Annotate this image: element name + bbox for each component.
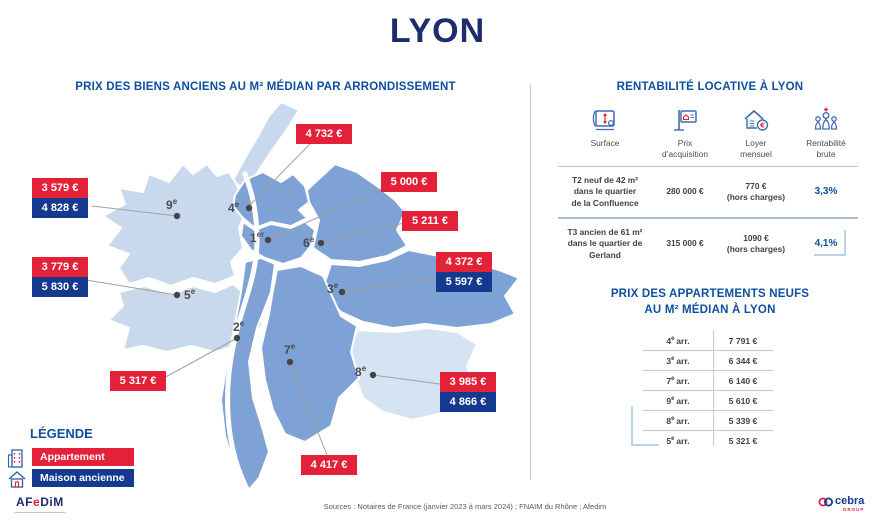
price-tag-apartment-2: 5 317 € — [110, 371, 166, 391]
afedim-logo-underline — [14, 512, 66, 513]
table-row: 7e arr. 6 140 € — [643, 371, 773, 391]
leader-lines — [85, 143, 441, 456]
vertical-divider — [530, 84, 531, 480]
district-1-shape — [240, 221, 316, 265]
saone-river-gap — [225, 171, 260, 496]
rental-table-header: Surface Prix d’acquisition — [558, 102, 858, 167]
arrondissement-label-6: 6e — [303, 235, 315, 250]
gross-yield: 3,3% — [814, 186, 838, 198]
table-vertical-divider — [713, 330, 714, 446]
arrondissement-label-5: 5e — [184, 287, 196, 302]
column-label-rent: Loyer mensuel — [740, 138, 772, 159]
price-cell: 5 339 € — [728, 415, 758, 426]
acquisition-price: 280 000 € — [666, 186, 704, 197]
rental-table-row: T2 neuf de 42 m² dans le quartier de la … — [558, 167, 858, 217]
price-tag-house-5: 5 830 € — [32, 277, 88, 297]
house-icon — [8, 471, 26, 488]
table-row: 9e arr. 5 610 € — [643, 391, 773, 411]
arrondissement-label-1: 1er — [250, 230, 265, 245]
arrondissement-cell: 4e arr. — [666, 335, 690, 346]
district-9-shape — [102, 163, 248, 287]
district-7-shape — [260, 265, 360, 443]
arrondissement-label-7: 7e — [284, 342, 296, 357]
arrondissement-cell: 9e arr. — [666, 395, 690, 406]
property-description: T2 neuf de 42 m² dans le quartier de la … — [571, 174, 639, 208]
district-4-shape — [232, 171, 310, 229]
arrondissement-cell: 3e arr. — [666, 355, 690, 366]
property-description: T3 ancien de 61 m² dans le quartier de G… — [567, 226, 643, 260]
rental-section-heading: RENTABILITÉ LOCATIVE À LYON — [616, 81, 804, 93]
left-section-heading: PRIX DES BIENS ANCIENS AU M² MÉDIAN PAR … — [75, 81, 456, 93]
price-tag-apartment-1: 5 000 € — [381, 172, 437, 192]
lyon-arrondissements-map — [85, 102, 519, 496]
price-cell: 5 321 € — [728, 435, 758, 446]
table-row: 8e arr. 5 339 € — [643, 411, 773, 431]
monthly-rent: 770 € (hors charges) — [726, 180, 786, 202]
price-tag-house-9: 4 828 € — [32, 198, 88, 218]
arrondissement-label-3: 3e — [327, 281, 339, 296]
svg-text:€: € — [759, 122, 765, 130]
arrondissement-label-8: 8e — [355, 364, 367, 379]
price-cell: 7 791 € — [728, 335, 758, 346]
arrondissement-label-9: 9e — [166, 197, 178, 212]
district-2-shape — [220, 257, 276, 493]
page-title: LYON — [389, 12, 486, 50]
price-tag-house-3: 5 597 € — [436, 272, 492, 292]
column-label-surface: Surface — [590, 138, 620, 148]
gross-yield: 4,1% — [814, 238, 838, 250]
acquisition-price: 315 000 € — [666, 238, 704, 249]
afedim-logo: AFeDiM — [16, 495, 64, 509]
table-row: 5e arr. 5 321 € — [643, 431, 773, 450]
decorative-corner-bracket-left — [631, 406, 659, 446]
arrondissement-label-4: 4e — [228, 200, 240, 215]
table-row: 4e arr. 7 791 € — [643, 331, 773, 351]
column-label-price: Prix d’acquisition — [661, 138, 709, 159]
cebra-rings-icon — [818, 497, 833, 507]
price-tag-apartment-7: 4 417 € — [301, 455, 357, 475]
table-row: 3e arr. 6 344 € — [643, 351, 773, 371]
arrondissement-cell: 8e arr. — [666, 415, 690, 426]
legend: Appartement ancien Maison ancienne — [0, 448, 160, 492]
price-cell: 6 140 € — [728, 375, 758, 386]
arrondissement-cell: 5e arr. — [666, 435, 690, 446]
arrondissement-cell: 7e arr. — [666, 375, 690, 386]
district-dots — [173, 204, 377, 379]
price-cell: 6 344 € — [728, 355, 758, 366]
price-tag-apartment-6: 5 211 € — [402, 211, 458, 231]
new-apartments-heading-line2: AU M² MÉDIAN À LYON — [644, 304, 776, 316]
price-tag-apartment-5: 3 779 € — [32, 257, 88, 277]
sale-sign-icon — [652, 102, 718, 138]
monthly-rent: 1090 € (hors charges) — [726, 232, 786, 254]
arrondissement-label-2: 2e — [233, 319, 245, 334]
legend-title: LÉGENDE — [30, 426, 93, 441]
cebra-group-logo: cebra GROUP — [818, 496, 864, 512]
rental-table-row: T3 ancien de 61 m² dans le quartier de G… — [558, 216, 858, 269]
new-apartments-table: 4e arr. 7 791 € 3e arr. 6 344 € 7e arr. … — [643, 330, 773, 450]
price-cell: 5 610 € — [728, 395, 758, 406]
pawns-growth-icon — [794, 102, 858, 138]
price-tag-apartment-9: 3 579 € — [32, 178, 88, 198]
house-euro-icon: € — [718, 102, 794, 138]
legend-item-house: Maison ancienne — [32, 469, 134, 487]
decorative-corner-bracket-right — [814, 230, 846, 256]
price-tag-apartment-8: 3 985 € — [440, 372, 496, 392]
price-tag-apartment-4: 4 732 € — [296, 124, 352, 144]
sources-text: Sources : Notaires de France (janvier 20… — [323, 502, 607, 511]
apartment-building-icon — [7, 449, 23, 468]
rental-yield-table: Surface Prix d’acquisition — [558, 102, 858, 269]
blueprint-surface-icon — [558, 102, 652, 138]
price-tag-house-8: 4 866 € — [440, 392, 496, 412]
new-apartments-heading-line1: PRIX DES APPARTEMENTS NEUFS — [610, 288, 810, 300]
district-6-shape — [306, 163, 408, 263]
price-tag-apartment-3: 4 372 € — [436, 252, 492, 272]
legend-item-apartment: Appartement ancien — [32, 448, 134, 481]
column-label-yield: Rentabilité brute — [806, 138, 846, 159]
